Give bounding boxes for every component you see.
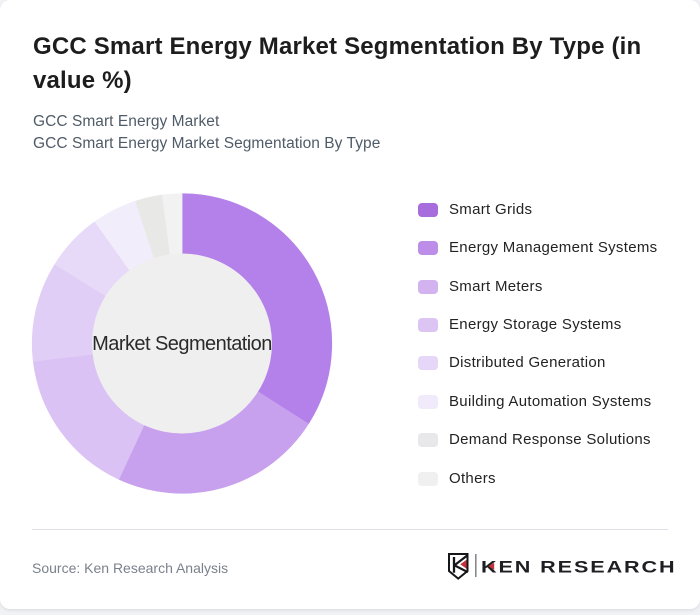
svg-text:KEN RESEARCH: KEN RESEARCH (481, 558, 677, 577)
